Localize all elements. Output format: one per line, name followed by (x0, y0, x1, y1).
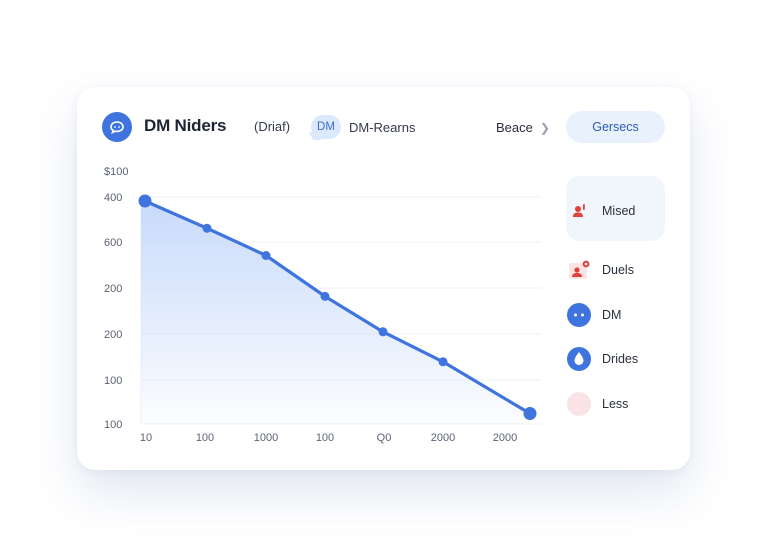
data-point[interactable] (261, 251, 271, 260)
person-badge-icon (566, 257, 592, 283)
x-tick-label: 2000 (493, 432, 517, 444)
y-tick-label: 0 (104, 0, 110, 3)
person-alert-icon (566, 198, 592, 224)
legend-item-duels[interactable]: Duels (566, 257, 634, 283)
nav-link[interactable]: Beace ❯ (496, 120, 550, 135)
data-point[interactable] (378, 327, 388, 337)
droplet-icon (566, 346, 592, 372)
chat-bubble-icon (566, 302, 592, 328)
dm-pill-label: DM-Rearns (349, 120, 416, 135)
legend-item-mised[interactable]: Mised (566, 198, 635, 224)
data-point[interactable] (202, 223, 212, 233)
legend-highlight (566, 176, 665, 241)
area-fill (141, 201, 530, 424)
legend-label: Mised (602, 204, 636, 218)
legend-item-dm[interactable]: DM (566, 302, 621, 328)
nav-link-label: Beace (496, 120, 533, 135)
x-tick-label: 10 (140, 432, 152, 444)
x-tick-label: 1000 (254, 432, 278, 444)
blank-dot-icon (566, 391, 592, 417)
data-point[interactable] (523, 407, 537, 421)
primary-button[interactable]: Gersecs (566, 111, 665, 143)
legend-item-drides[interactable]: Drides (566, 346, 638, 372)
y-tick-label: 600 (104, 237, 122, 249)
legend-label: Less (602, 397, 629, 411)
x-tick-label: Q0 (377, 432, 392, 444)
data-point[interactable] (438, 357, 448, 367)
data-point[interactable] (320, 291, 330, 301)
legend-item-less[interactable]: Less (566, 391, 628, 417)
y-tick-label: 400 (104, 192, 122, 204)
x-tick-label: 2000 (431, 432, 455, 444)
chevron-right-icon: ❯ (539, 120, 550, 135)
y-tick-label: 200 (104, 283, 122, 295)
legend-label: Duels (602, 263, 634, 277)
legend-label: DM (602, 308, 622, 322)
y-tick-label: 100 (104, 375, 122, 387)
y-tick-label: 200 (104, 329, 122, 341)
page-subtitle: (Driaf) (254, 119, 291, 134)
x-tick-label: 100 (316, 432, 334, 444)
y-tick-label: 100 (104, 419, 122, 431)
data-point[interactable] (138, 194, 152, 208)
dm-pill[interactable]: DM (311, 115, 341, 139)
legend-label: Drides (602, 352, 639, 366)
y-axis-top-label: $100 (104, 166, 129, 178)
page-title: DM Niders (144, 116, 227, 135)
x-tick-label: 100 (196, 432, 214, 444)
app-logo-icon (102, 112, 132, 142)
